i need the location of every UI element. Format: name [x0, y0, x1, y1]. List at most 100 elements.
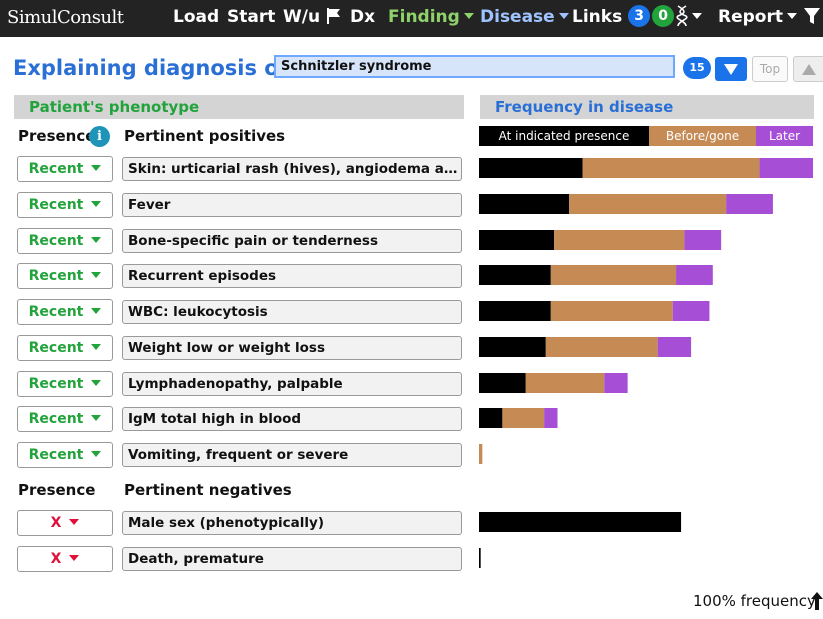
nav-finding-menu[interactable]: Finding: [388, 0, 474, 37]
nav-disease-menu[interactable]: Disease: [480, 0, 569, 37]
bar-segment-before-gone-positive-4: [550, 301, 673, 321]
bar-segment-present-positive-1: [479, 194, 570, 214]
bar-segment-later-positive-5: [657, 337, 692, 357]
bar-segment-later-positive-4: [672, 301, 710, 321]
presence-value: X: [50, 515, 62, 531]
dna-icon: [676, 4, 688, 26]
bar-segment-present-positive-3: [479, 265, 551, 285]
bar-segment-present-positive-6: [479, 373, 526, 393]
frequency-section-header: Frequency in disease: [480, 95, 814, 119]
chevron-down-icon: [786, 12, 797, 19]
presence-value: Recent: [28, 340, 84, 356]
top-button[interactable]: Top: [752, 56, 788, 82]
presence-value: Recent: [28, 161, 84, 177]
presence-dropdown[interactable]: Recent: [17, 156, 113, 182]
bar-segment-before-gone-positive-7: [502, 408, 545, 428]
page-title: Explaining diagnosis of: [13, 56, 288, 80]
dna-menu[interactable]: [676, 0, 702, 37]
bar-segment-later-positive-3: [676, 265, 713, 285]
presence-dropdown[interactable]: Recent: [17, 263, 113, 289]
bar-segment-later-positive-6: [604, 373, 628, 393]
nav-load[interactable]: Load: [173, 7, 220, 27]
finding-field[interactable]: WBC: leukocytosis: [122, 300, 462, 324]
chevron-down-icon: [91, 379, 102, 386]
legend-before-gone: Before/gone: [649, 126, 756, 146]
bar-segment-before-gone-positive-5: [545, 337, 658, 357]
links-count-blue-badge: 3: [628, 4, 651, 27]
presence-value: Recent: [28, 411, 84, 427]
finding-field[interactable]: Skin: urticarial rash (hives), angiodema…: [122, 157, 462, 181]
chevron-down-icon: [91, 307, 102, 314]
bar-segment-present-positive-5: [479, 337, 546, 357]
bar-segment-present-negative-0: [479, 512, 682, 532]
finding-field[interactable]: Recurrent episodes: [122, 264, 462, 288]
bar-segment-present-negative-1: [479, 548, 481, 568]
bar-segment-present-positive-7: [479, 408, 503, 428]
bar-segment-present-positive-4: [479, 301, 551, 321]
phenotype-section-header: Patient's phenotype: [14, 95, 464, 119]
nav-report-label: Report: [718, 7, 783, 27]
finding-field[interactable]: Weight low or weight loss: [122, 336, 462, 360]
chevron-down-icon: [91, 271, 102, 278]
bar-segment-before-gone-positive-6: [525, 373, 605, 393]
presence-column-label-negatives: Presence: [18, 481, 96, 499]
nav-wu[interactable]: W/u: [283, 7, 321, 27]
presence-dropdown[interactable]: Recent: [17, 406, 113, 432]
presence-dropdown[interactable]: X: [17, 510, 113, 536]
finding-field[interactable]: Male sex (phenotypically): [122, 511, 462, 535]
chevron-down-icon: [463, 12, 474, 19]
finding-field[interactable]: Bone-specific pain or tenderness: [122, 229, 462, 253]
frequency-scale-footer: 100% frequency: [693, 592, 823, 610]
filter-icon[interactable]: [803, 0, 821, 37]
chevron-down-icon: [91, 164, 102, 171]
next-down-button[interactable]: [715, 57, 747, 81]
flag-icon[interactable]: [326, 0, 342, 37]
info-icon[interactable]: i: [89, 126, 110, 147]
presence-dropdown[interactable]: Recent: [17, 371, 113, 397]
logo-text: SimulConsult: [7, 7, 124, 28]
bar-segment-present-positive-0: [479, 158, 583, 178]
presence-dropdown[interactable]: Recent: [17, 228, 113, 254]
presence-dropdown[interactable]: Recent: [17, 299, 113, 325]
presence-value: X: [50, 551, 62, 567]
nav-dx[interactable]: Dx: [350, 7, 376, 27]
chevron-down-icon: [91, 450, 102, 457]
presence-value: Recent: [28, 197, 84, 213]
presence-value: Recent: [28, 233, 84, 249]
nav-report-menu[interactable]: Report: [718, 0, 797, 37]
presence-dropdown[interactable]: Recent: [17, 335, 113, 361]
bar-segment-before-gone-positive-1: [569, 194, 727, 214]
pertinent-negatives-label: Pertinent negatives: [124, 481, 292, 499]
legend-later: Later: [756, 126, 813, 146]
presence-dropdown[interactable]: X: [17, 546, 113, 572]
presence-value: Recent: [28, 447, 84, 463]
previous-up-button[interactable]: [793, 56, 823, 82]
diagnosis-input[interactable]: [274, 55, 675, 78]
nav-disease-label: Disease: [480, 7, 555, 27]
presence-value: Recent: [28, 304, 84, 320]
bar-segment-later-positive-2: [684, 230, 722, 250]
pertinent-positives-label: Pertinent positives: [124, 127, 286, 145]
bar-segment-before-gone-positive-3: [550, 265, 677, 285]
arrow-up-icon: [811, 592, 823, 610]
chevron-down-icon: [692, 12, 702, 19]
presence-column-label: Presence: [18, 127, 96, 145]
nav-start[interactable]: Start: [227, 7, 276, 27]
finding-field[interactable]: Death, premature: [122, 547, 462, 571]
presence-dropdown[interactable]: Recent: [17, 442, 113, 468]
presence-value: Recent: [28, 376, 84, 392]
links-count-green-badge: 0: [652, 4, 675, 27]
finding-field[interactable]: IgM total high in blood: [122, 407, 462, 431]
bar-segment-later-positive-7: [544, 408, 558, 428]
presence-dropdown[interactable]: Recent: [17, 192, 113, 218]
bar-segment-before-gone-positive-0: [582, 158, 760, 178]
finding-field[interactable]: Lymphadenopathy, palpable: [122, 372, 462, 396]
finding-field[interactable]: Vomiting, frequent or severe: [122, 443, 462, 467]
chevron-down-icon: [91, 414, 102, 421]
app-logo[interactable]: SimulConsult: [7, 0, 124, 37]
bar-segment-later-positive-0: [759, 158, 813, 178]
chevron-down-icon: [91, 343, 102, 350]
finding-field[interactable]: Fever: [122, 193, 462, 217]
diagnosis-count-badge: 15: [683, 57, 711, 79]
